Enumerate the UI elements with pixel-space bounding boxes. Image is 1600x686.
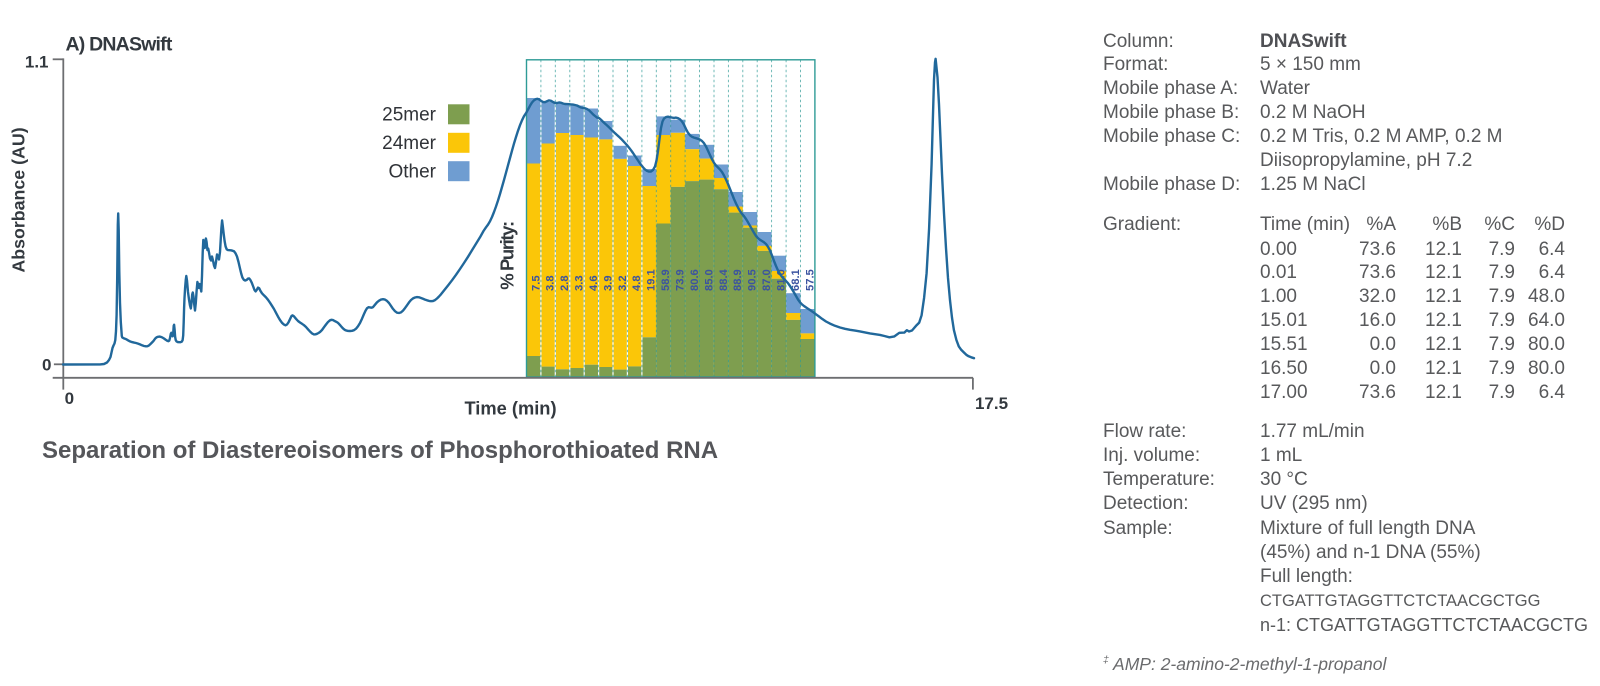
svg-text:90.5: 90.5 xyxy=(747,269,759,291)
svg-text:A) DNASwift: A) DNASwift xyxy=(66,34,173,56)
svg-text:17.5: 17.5 xyxy=(975,394,1008,413)
svg-text:68.1: 68.1 xyxy=(790,269,802,291)
svg-text:88.9: 88.9 xyxy=(732,269,744,291)
svg-text:24mer: 24mer xyxy=(382,133,437,154)
svg-text:% Purity:: % Purity: xyxy=(497,222,518,290)
svg-text:81.0: 81.0 xyxy=(775,269,787,291)
svg-text:3.2: 3.2 xyxy=(617,275,629,291)
svg-text:4.6: 4.6 xyxy=(588,275,600,291)
svg-text:19.1: 19.1 xyxy=(646,269,658,291)
svg-text:7.5: 7.5 xyxy=(530,275,542,291)
svg-text:Time (min): Time (min) xyxy=(464,398,556,419)
svg-text:2.8: 2.8 xyxy=(559,275,571,291)
svg-text:4.8: 4.8 xyxy=(631,275,643,291)
svg-text:25mer: 25mer xyxy=(382,105,437,126)
svg-text:80.6: 80.6 xyxy=(689,269,701,291)
svg-text:73.9: 73.9 xyxy=(675,269,687,291)
svg-text:0: 0 xyxy=(42,355,51,374)
svg-text:85.0: 85.0 xyxy=(703,269,715,291)
svg-text:Absorbance (AU): Absorbance (AU) xyxy=(9,127,29,272)
svg-text:1.1: 1.1 xyxy=(25,53,49,72)
svg-text:3.3: 3.3 xyxy=(574,275,586,291)
svg-text:58.9: 58.9 xyxy=(660,269,672,291)
svg-text:0: 0 xyxy=(65,389,74,408)
svg-text:57.5: 57.5 xyxy=(804,269,816,291)
svg-text:3.8: 3.8 xyxy=(545,275,557,291)
svg-text:3.9: 3.9 xyxy=(602,275,614,291)
svg-text:87.0: 87.0 xyxy=(761,269,773,291)
svg-text:88.4: 88.4 xyxy=(718,268,730,291)
svg-text:Other: Other xyxy=(388,161,436,182)
